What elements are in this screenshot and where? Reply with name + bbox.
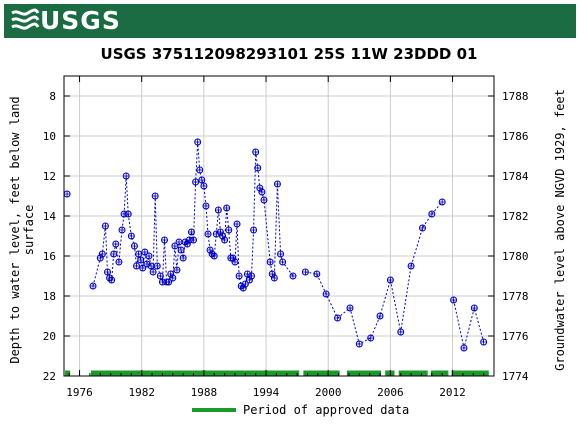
usgs-logo-text: USGS [40, 6, 121, 35]
series-line [305, 201, 443, 345]
usgs-banner: USGS [4, 4, 576, 38]
y-axis-label-right: Groundwater level above NGVD 1929, feet [553, 89, 567, 371]
x-tick-label: 2000 [315, 386, 342, 399]
usgs-wave-icon [11, 8, 40, 30]
right-y-tick-label: 1782 [502, 210, 529, 223]
x-tick-label: 1988 [191, 386, 218, 399]
x-tick-label: 1982 [128, 386, 155, 399]
plot-frame [63, 75, 495, 377]
usgs-logo: USGS [10, 6, 121, 35]
y-tick-label: 22 [43, 370, 56, 383]
y-tick-label: 18 [43, 290, 56, 303]
right-y-tick-label: 1788 [502, 90, 529, 103]
right-y-tick-label: 1784 [502, 170, 529, 183]
x-tick-label: 2012 [439, 386, 466, 399]
y-tick-label: 8 [49, 90, 56, 103]
legend-label: Period of approved data [243, 403, 409, 417]
y-tick-label: 10 [43, 130, 56, 143]
right-y-tick-label: 1780 [502, 250, 529, 263]
data-series [63, 138, 488, 352]
axes: 1976 1982 1988 1994 2000 2006 2012 8 10 12 14 16 18 2… [43, 76, 529, 399]
y-axis-label-left-line2: surface [22, 205, 36, 256]
right-y-tick-label: 1778 [502, 290, 529, 303]
x-tick-label: 1994 [253, 386, 280, 399]
y-axis-label-left-line1: Depth to water level, feet below land [8, 96, 22, 363]
y-tick-label: 12 [43, 170, 56, 183]
chart-title: USGS 375112098293101 25S 11W 23DDD 01 [101, 45, 478, 63]
x-tick-label: 1976 [66, 386, 93, 399]
y-tick-label: 16 [43, 250, 56, 263]
y-tick-label: 14 [43, 210, 57, 223]
right-y-tick-label: 1774 [502, 370, 529, 383]
x-tick-label: 2006 [377, 386, 404, 399]
legend: Period of approved data [192, 403, 409, 417]
grid-lines [64, 76, 494, 377]
series-line [92, 141, 294, 289]
right-y-tick-label: 1776 [502, 330, 529, 343]
y-tick-label: 20 [43, 330, 56, 343]
right-y-tick-label: 1786 [502, 130, 529, 143]
series-line [453, 299, 485, 349]
